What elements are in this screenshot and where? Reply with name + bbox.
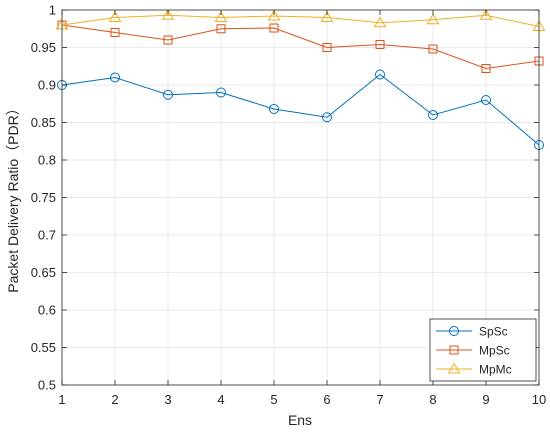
y-tick-label: 0.5 [38,378,56,393]
legend-label-spsc: SpSc [479,325,508,339]
legend-marker-mpmc [447,362,461,374]
data-point-mpsc [428,44,438,54]
x-tick-label: 4 [217,392,224,407]
data-point-spsc [428,110,438,120]
data-point-mpsc [375,40,385,49]
y-tick-label: 0.65 [31,265,56,280]
data-point-mpsc [269,23,279,33]
series-mpsc [57,20,544,73]
data-point-mpmc [373,16,387,28]
legend: SpSc MpSc MpMc [429,318,537,382]
y-axis-label: Packet Delivery Ratio（PDR） [5,101,21,292]
y-tick-label: 0.95 [31,40,56,55]
data-point-mpsc [481,64,491,73]
data-point-spsc [216,87,226,98]
y-tick-label: 0.75 [31,190,56,205]
x-tick-label: 1 [58,392,65,407]
data-point-spsc [322,112,332,123]
x-tick-label: 8 [429,392,436,407]
x-tick-label: 10 [532,392,546,407]
data-point-spsc [269,104,279,114]
data-point-mpmc [108,11,122,22]
legend-label-mpmc: MpMc [479,363,512,377]
legend-marker-spsc [449,326,459,336]
y-tick-label: 0.6 [38,303,56,318]
legend-marker-mpsc [449,345,459,355]
series-mpmc [55,8,546,31]
data-point-spsc [375,69,385,80]
x-tick-label: 6 [323,392,330,407]
x-axis-label: Ens [288,412,312,428]
legend-label-mpsc: MpSc [479,344,510,358]
series-line-mpsc [61,24,540,70]
y-tick-label: 0.85 [31,115,56,130]
data-point-mpmc [426,13,440,25]
data-point-mpmc [214,11,228,22]
axis-ticks: 1 2 3 4 5 6 7 8 9 10 0.5 0.55 0.6 0.65 0.7 0.75 0.8 0.85 0… [31,3,547,408]
data-point-mpsc [163,35,173,45]
data-point-mpsc [110,28,120,37]
data-point-mpmc [479,8,493,20]
x-tick-label: 9 [482,392,489,407]
series-line-spsc [61,73,540,146]
y-tick-label: 0.7 [38,228,56,243]
data-point-spsc [481,95,491,105]
data-point-mpsc [216,24,226,34]
y-tick-label: 1 [49,3,56,18]
data-point-mpmc [267,9,281,21]
data-point-spsc [110,72,120,83]
y-tick-label: 0.55 [31,340,56,355]
x-tick-label: 3 [164,392,171,407]
y-tick-label: 0.8 [38,153,56,168]
data-point-mpmc [320,11,334,22]
data-point-mpmc [161,8,175,20]
series-line-mpmc [61,14,540,27]
y-tick-label: 0.9 [38,78,56,93]
data-point-spsc [163,89,173,100]
x-tick-label: 2 [111,392,118,407]
data-point-mpsc [322,43,332,52]
x-tick-label: 7 [376,392,383,407]
x-tick-label: 5 [270,392,277,407]
